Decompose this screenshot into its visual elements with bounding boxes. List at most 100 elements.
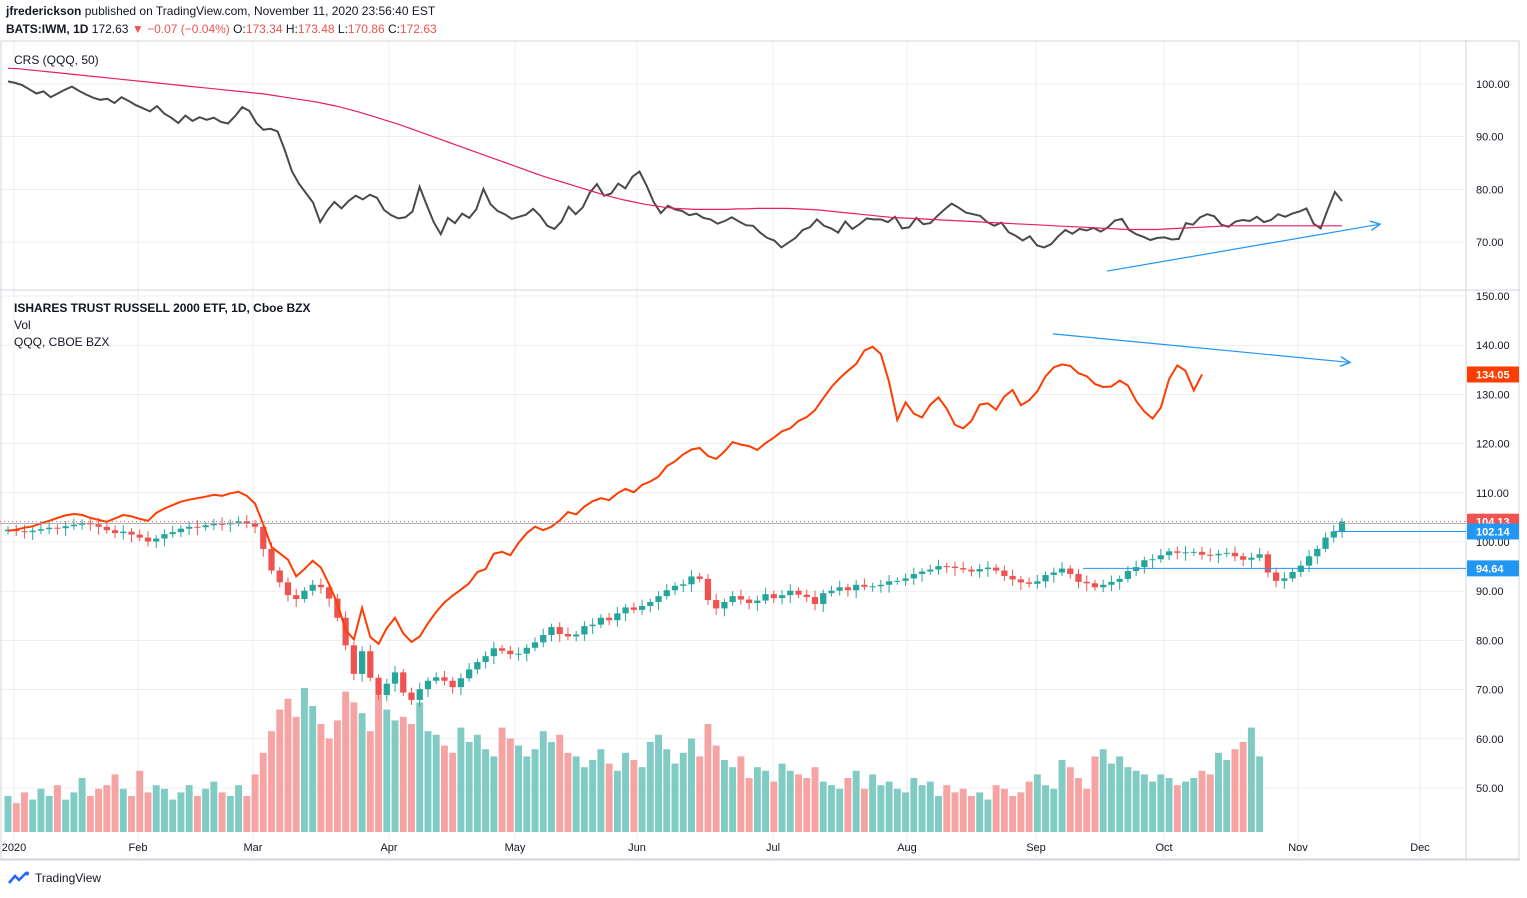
volume-bar xyxy=(671,763,679,832)
volume-bar xyxy=(144,792,152,832)
volume-bar xyxy=(498,727,506,832)
candle-body xyxy=(1034,581,1041,584)
candle-body xyxy=(317,584,325,588)
candle-body xyxy=(218,523,226,525)
chart-area[interactable]: 100.00 90.00 80.00 70.00 150.00 140.00 130.00 1… xyxy=(0,40,1527,870)
candle xyxy=(375,674,382,700)
volume-bar xyxy=(424,731,432,832)
volume-bar xyxy=(811,767,819,832)
volume-bar xyxy=(1190,778,1198,832)
candle-body xyxy=(853,584,860,591)
candle xyxy=(1223,547,1230,558)
candle-body xyxy=(1330,531,1337,538)
symbol-info: BATS:IWM, 1D 172.63 ▼ −0.07 (−0.04%) O:1… xyxy=(6,22,437,36)
volume-bar xyxy=(1025,781,1033,832)
volume-bar xyxy=(696,756,704,832)
volume-bar xyxy=(762,770,770,832)
candle-body xyxy=(811,597,819,604)
candle-body xyxy=(507,650,514,655)
candle xyxy=(770,590,777,604)
volume-bar xyxy=(202,788,210,832)
candle-body xyxy=(1165,551,1173,556)
volume-bar xyxy=(457,727,465,832)
volume-bar xyxy=(21,792,28,832)
candle xyxy=(647,598,654,613)
candle-body xyxy=(1124,571,1132,579)
candle xyxy=(1165,547,1173,561)
time-tick-label: Aug xyxy=(897,842,917,854)
candle-body xyxy=(927,569,934,572)
volume-bar xyxy=(1206,774,1214,832)
candle-body xyxy=(433,677,440,681)
author-name[interactable]: jfrederickson xyxy=(6,4,82,18)
crs-tick-label: 70.00 xyxy=(1476,237,1504,249)
candle-body xyxy=(523,647,530,654)
candle xyxy=(861,578,868,591)
candle xyxy=(622,603,629,622)
time-tick-label: Oct xyxy=(1155,842,1172,854)
candle-body xyxy=(1083,581,1090,584)
candle xyxy=(1075,569,1082,589)
crs-legend[interactable]: CRS (QQQ, 50) xyxy=(14,53,99,67)
candle-body xyxy=(885,581,893,585)
main-tick-label: 70.00 xyxy=(1476,685,1504,697)
price-axis[interactable]: 100.00 90.00 80.00 70.00 150.00 140.00 130.00 1… xyxy=(1467,79,1519,795)
candle xyxy=(968,566,975,577)
footer-brand[interactable]: TradingView xyxy=(8,871,101,885)
volume-bar xyxy=(185,785,193,832)
time-tick-label: Apr xyxy=(380,842,397,854)
volume-bar xyxy=(1083,788,1091,832)
volume-bar xyxy=(1124,767,1132,832)
volume-bar xyxy=(1247,727,1255,832)
candle-body xyxy=(1272,572,1280,581)
candle-body xyxy=(1108,581,1115,585)
volume-bar xyxy=(935,796,942,832)
qqq-legend[interactable]: QQQ, CBOE BZX xyxy=(14,335,110,349)
candle xyxy=(894,577,901,585)
candle xyxy=(416,682,423,707)
candle-body xyxy=(62,526,69,529)
candle-body xyxy=(795,590,802,595)
candle-body xyxy=(1223,552,1230,554)
candle xyxy=(1108,575,1115,592)
price-change: −0.07 (−0.04%) xyxy=(147,22,230,36)
volume-bar xyxy=(111,774,119,832)
candle-body xyxy=(647,602,654,606)
candle xyxy=(721,598,728,617)
volume-bar xyxy=(1132,770,1140,832)
candle xyxy=(1207,548,1214,562)
volume-bar xyxy=(778,763,786,832)
volume-bar xyxy=(745,778,753,832)
candle xyxy=(663,583,670,600)
candle-body xyxy=(943,566,950,568)
main-legend[interactable]: ISHARES TRUST RUSSELL 2000 ETF, 1D, Cboe… xyxy=(14,301,311,315)
symbol-label: BATS:IWM, 1D xyxy=(6,22,89,36)
candle-body xyxy=(663,590,670,597)
candle xyxy=(218,517,226,531)
candle xyxy=(235,516,242,527)
candle-body xyxy=(243,521,250,524)
candle xyxy=(1322,532,1329,553)
candle-body xyxy=(803,594,810,598)
candle-body xyxy=(1322,537,1329,549)
candle-body xyxy=(564,634,572,637)
candle xyxy=(1116,575,1123,590)
volume-bar xyxy=(45,796,53,832)
volume-bar xyxy=(638,767,646,832)
volume-legend[interactable]: Vol xyxy=(14,318,31,332)
candle-body xyxy=(408,692,415,700)
volume-bar xyxy=(276,709,284,832)
candle xyxy=(589,618,596,635)
volume-bar xyxy=(358,713,366,832)
volume-bar xyxy=(877,785,885,832)
crs-moving-average xyxy=(7,67,1342,231)
candle-body xyxy=(1091,583,1099,588)
candle-body xyxy=(326,587,333,599)
candle-body xyxy=(1305,556,1313,566)
candle-body xyxy=(696,576,703,579)
crs-line xyxy=(7,80,1343,249)
candle-body xyxy=(1264,554,1272,573)
candle xyxy=(1215,550,1222,564)
candle xyxy=(1198,546,1206,560)
time-axis[interactable]: 2020 Feb Mar Apr May Jun Jul Aug Sep Oct Nov Dec xyxy=(2,842,1431,854)
